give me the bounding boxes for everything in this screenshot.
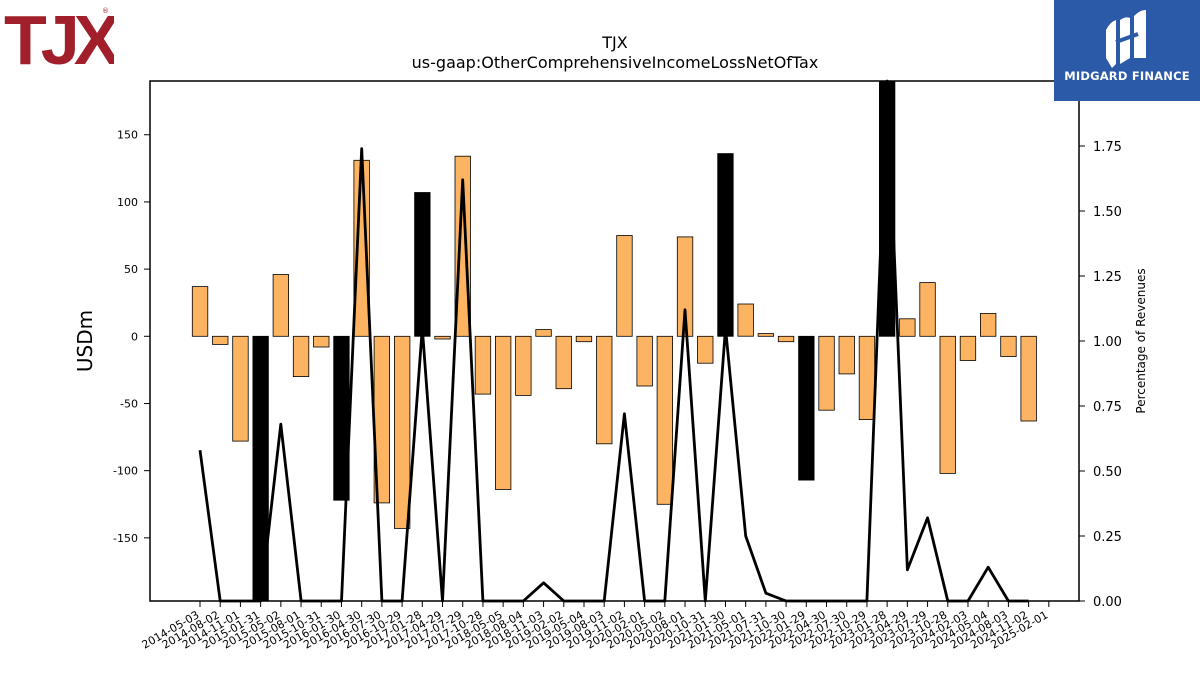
bar bbox=[474, 335, 492, 395]
bar bbox=[757, 333, 774, 337]
y-tick-label: -100 bbox=[113, 465, 138, 478]
y-axis-label: USDm bbox=[73, 310, 97, 372]
y-axis-right: 0.00 0.25 0.50 0.75 1.00 1.25 1.50 1.75 bbox=[1079, 140, 1122, 610]
y2-tick-label: 1.75 bbox=[1093, 140, 1122, 155]
y-tick-label: -50 bbox=[120, 397, 138, 410]
bar bbox=[232, 335, 249, 442]
bar bbox=[980, 313, 997, 337]
bar bbox=[1000, 335, 1017, 357]
bar bbox=[494, 335, 512, 490]
y-tick-label: 150 bbox=[117, 129, 138, 142]
bar bbox=[393, 335, 411, 529]
bar bbox=[899, 318, 916, 337]
y2-tick-label: 1.00 bbox=[1093, 335, 1122, 350]
svg-text:®: ® bbox=[102, 7, 109, 15]
y-axis-left: -150 -100 -50 0 50 100 150 bbox=[113, 129, 150, 545]
midgard-finance-logo: MIDGARD FINANCE bbox=[1054, 0, 1200, 101]
y2-axis-label: Percentage of Revenues bbox=[1134, 268, 1148, 413]
bar bbox=[919, 282, 936, 337]
bar bbox=[858, 335, 876, 420]
bar bbox=[414, 192, 431, 337]
y2-tick-label: 1.25 bbox=[1093, 270, 1122, 285]
bar bbox=[939, 335, 956, 474]
x-axis: 2014-05-032014-08-022014-11-012015-01-31… bbox=[140, 601, 1050, 652]
midgard-emblem-icon bbox=[1106, 10, 1146, 68]
bar bbox=[454, 155, 471, 337]
y-tick-label: -150 bbox=[113, 532, 138, 545]
y2-tick-label: 0.00 bbox=[1093, 595, 1122, 610]
y2-tick-label: 0.75 bbox=[1093, 400, 1122, 415]
y-tick-label: 0 bbox=[131, 330, 138, 343]
bar bbox=[777, 335, 795, 343]
bar bbox=[656, 335, 673, 505]
bar bbox=[1020, 335, 1037, 422]
bar bbox=[616, 235, 633, 337]
bar bbox=[313, 335, 330, 348]
chart-title: TJX bbox=[601, 33, 627, 52]
bars-layer bbox=[191, 80, 1037, 602]
bar bbox=[292, 335, 310, 377]
bar bbox=[191, 286, 209, 337]
bar bbox=[434, 335, 451, 340]
chart-subtitle: us-gaap:OtherComprehensiveIncomeLossNetO… bbox=[412, 53, 819, 72]
bar bbox=[515, 335, 532, 396]
svg-text:TJX: TJX bbox=[4, 2, 114, 70]
bar bbox=[272, 274, 290, 337]
bar bbox=[596, 335, 613, 445]
bar bbox=[717, 153, 734, 337]
y-tick-label: 100 bbox=[117, 196, 138, 209]
y2-tick-label: 1.50 bbox=[1093, 205, 1122, 220]
bar bbox=[818, 335, 835, 411]
y-tick-label: 50 bbox=[124, 263, 138, 276]
bar bbox=[838, 335, 855, 375]
bar bbox=[697, 335, 714, 364]
bar bbox=[212, 335, 229, 345]
bar bbox=[676, 236, 694, 337]
midgard-finance-text: MIDGARD FINANCE bbox=[1064, 69, 1190, 83]
bar bbox=[798, 335, 815, 481]
bar bbox=[555, 335, 572, 390]
y2-tick-label: 0.25 bbox=[1093, 530, 1122, 545]
bar bbox=[575, 335, 593, 343]
y2-tick-label: 0.50 bbox=[1093, 465, 1122, 480]
bar bbox=[535, 329, 552, 337]
bar bbox=[959, 335, 977, 361]
bar bbox=[737, 303, 754, 337]
bar bbox=[636, 335, 653, 387]
tjx-logo: TJX ® bbox=[4, 1, 127, 79]
